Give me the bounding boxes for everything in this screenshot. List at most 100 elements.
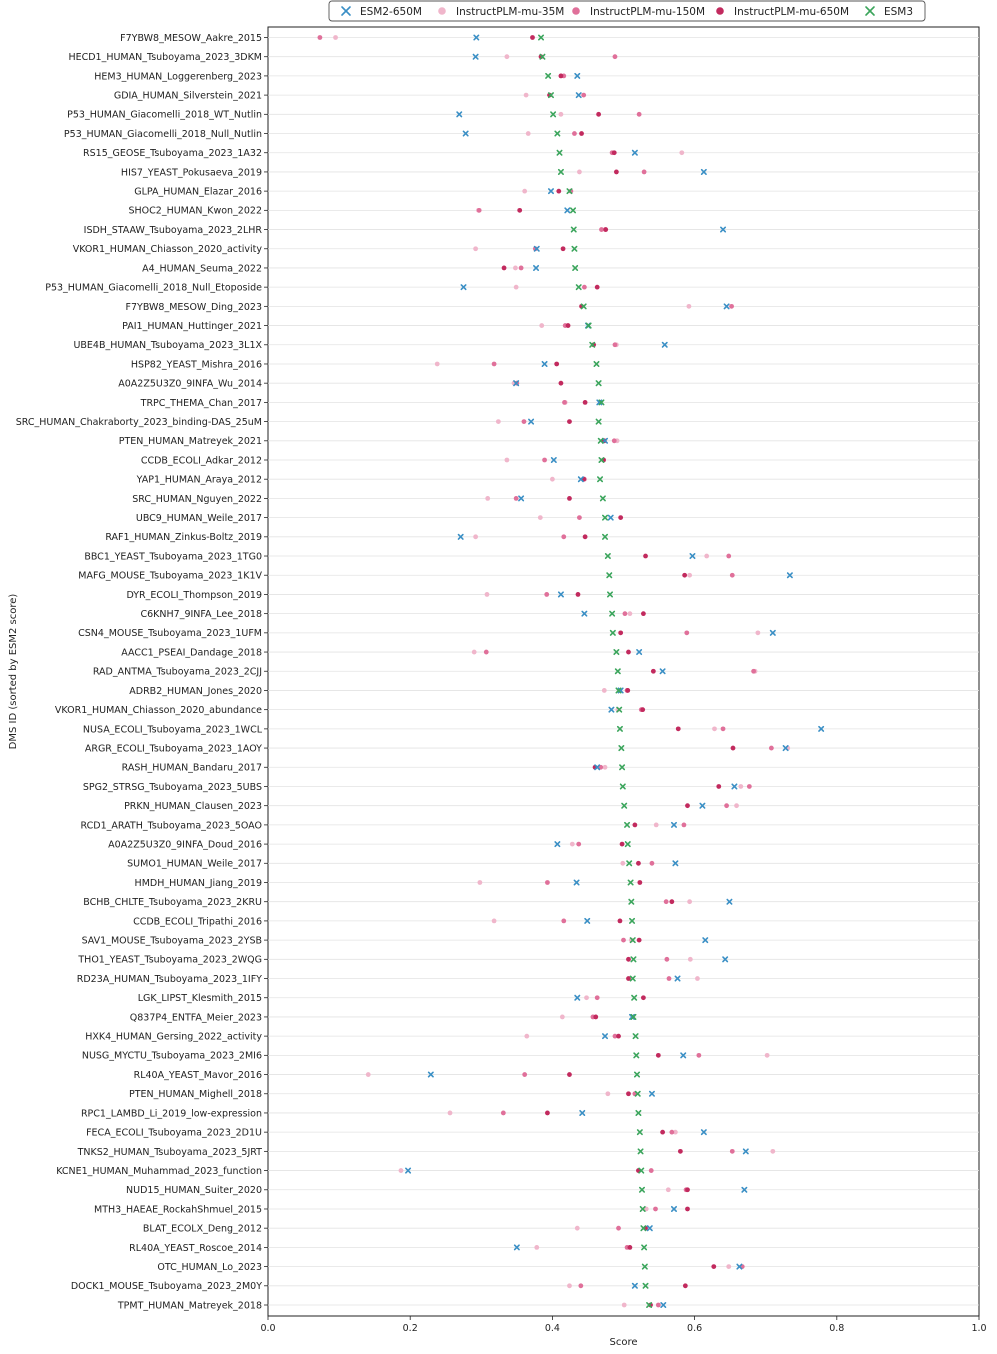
point-esm3	[619, 764, 626, 771]
y-tick-label: MTH3_HAEAE_RockahShmuel_2015	[94, 1204, 262, 1215]
point-esm3-stroke	[580, 303, 587, 310]
point-esm2-650m	[736, 1263, 743, 1270]
point-esm3	[630, 956, 637, 963]
point-instructplm-mu-35m	[755, 630, 761, 636]
y-tick-label: ISDH_STAAW_Tsuboyama_2023_2LHR	[84, 225, 263, 236]
point-esm3	[618, 745, 625, 752]
point-esm2-650m-stroke	[680, 1052, 687, 1059]
point-instructplm-mu-150m	[581, 92, 587, 98]
point-esm3-stroke	[630, 956, 637, 963]
point-esm3	[626, 860, 633, 867]
y-tick-label: P53_HUMAN_Giacomelli_2018_Null_Etoposide	[45, 283, 262, 294]
point-esm3-stroke	[630, 1013, 637, 1020]
point-esm2-650m-stroke	[472, 53, 479, 60]
point-instructplm-mu-150m	[616, 1225, 621, 1231]
point-esm3	[641, 1263, 648, 1270]
point-esm3	[630, 1013, 637, 1020]
point-instructplm-mu-650m	[560, 246, 566, 252]
point-esm3	[632, 1033, 639, 1040]
point-instructplm-mu-150m	[577, 515, 582, 521]
point-esm3-stroke	[597, 437, 604, 444]
point-esm2-650m-stroke	[700, 1129, 707, 1136]
point-esm2-650m	[648, 1090, 655, 1097]
y-tick-label: A0A2Z5U3Z0_9INFA_Doud_2016	[108, 839, 262, 850]
point-esm3-stroke	[638, 1186, 645, 1193]
point-instructplm-mu-150m	[611, 438, 617, 444]
point-esm2-650m-stroke	[518, 495, 525, 502]
point-instructplm-mu-650m	[517, 207, 523, 213]
point-instructplm-mu-35m	[687, 572, 693, 578]
y-tick-label: RS15_GEOSE_Tsuboyama_2023_1A32	[83, 148, 262, 159]
point-instructplm-mu-35m	[621, 1302, 627, 1308]
y-tick-label: SRC_HUMAN_Chakraborty_2023_binding-DAS_2…	[16, 417, 262, 428]
point-esm3	[539, 53, 546, 60]
y-tick-label: SAV1_MOUSE_Tsuboyama_2023_2YSB	[82, 936, 262, 947]
legend: ESM2-650M InstructPLM-mu-35M InstructPLM-m…	[328, 0, 926, 22]
point-esm3	[545, 72, 552, 79]
y-tick-label: A0A2Z5U3Z0_9INFA_Wu_2014	[118, 379, 262, 390]
point-instructplm-mu-150m	[612, 342, 618, 348]
point-esm2-650m	[680, 1052, 687, 1059]
point-esm3-stroke	[570, 226, 577, 233]
point-instructplm-mu-150m	[655, 1302, 661, 1308]
point-esm2-650m-stroke	[631, 149, 638, 156]
point-esm3	[614, 668, 621, 675]
point-instructplm-mu-150m	[522, 1072, 528, 1077]
point-esm2-650m-stroke	[557, 591, 564, 598]
point-esm3	[621, 802, 628, 809]
y-tick-label: TNKS2_HUMAN_Tsuboyama_2023_5JRT	[77, 1147, 263, 1158]
point-esm2-650m	[782, 745, 789, 752]
y-tick-label: HECD1_HUMAN_Tsuboyama_2023_3DKM	[68, 52, 262, 63]
point-esm2-650m-stroke	[672, 860, 679, 867]
point-esm3	[638, 1167, 645, 1174]
point-esm3-stroke	[597, 476, 604, 483]
point-esm2-650m-stroke	[659, 668, 666, 675]
point-esm2-650m-stroke	[769, 629, 776, 636]
point-instructplm-mu-650m	[675, 726, 681, 732]
point-esm3-stroke	[629, 937, 636, 944]
point-instructplm-mu-650m	[677, 1148, 683, 1154]
point-esm3-stroke	[606, 572, 613, 579]
point-esm3	[595, 380, 602, 387]
point-instructplm-mu-35m	[627, 611, 633, 617]
point-instructplm-mu-650m	[617, 918, 623, 924]
point-esm3	[613, 649, 620, 656]
point-instructplm-mu-35m	[471, 649, 477, 655]
point-esm2-650m-stroke	[456, 111, 463, 118]
y-tick-label: NUSG_MYCTU_Tsuboyama_2023_2MI6	[82, 1051, 262, 1062]
legend-marker-esm2-650m	[341, 6, 351, 16]
point-instructplm-mu-150m	[542, 457, 547, 463]
point-instructplm-mu-35m	[495, 419, 501, 424]
point-instructplm-mu-150m	[726, 553, 732, 559]
point-esm3-stroke	[616, 725, 623, 732]
point-esm2-650m-stroke	[579, 1109, 586, 1116]
point-esm2-650m-stroke	[722, 956, 729, 963]
y-tick-label: BLAT_ECOLX_Deng_2012	[143, 1224, 262, 1235]
point-esm3-stroke	[557, 168, 564, 175]
point-esm2-650m-stroke	[786, 572, 793, 579]
point-esm3-stroke	[626, 860, 633, 867]
point-instructplm-mu-150m	[729, 572, 735, 578]
point-instructplm-mu-35m	[569, 841, 575, 847]
point-esm3-stroke	[631, 994, 638, 1001]
point-instructplm-mu-650m	[556, 188, 562, 194]
point-esm2-650m	[460, 284, 467, 291]
point-instructplm-mu-150m	[576, 841, 582, 847]
point-esm3-stroke	[539, 53, 546, 60]
point-esm2-650m-stroke	[554, 841, 561, 848]
point-esm2-650m-stroke	[462, 130, 469, 137]
point-instructplm-mu-150m	[561, 918, 567, 924]
point-esm2-650m	[636, 649, 643, 656]
point-esm3	[589, 341, 596, 348]
y-tick-label: RL40A_YEAST_Roscoe_2014	[129, 1243, 262, 1254]
point-esm3	[639, 1205, 646, 1212]
point-instructplm-mu-650m	[579, 131, 584, 136]
point-instructplm-mu-35m	[704, 553, 710, 559]
point-esm3	[597, 476, 604, 483]
point-esm3	[629, 917, 636, 924]
point-instructplm-mu-35m	[539, 323, 545, 328]
point-esm3	[606, 591, 613, 598]
point-instructplm-mu-35m	[602, 764, 608, 770]
point-instructplm-mu-35m	[679, 150, 685, 156]
x-axis-label: Score	[609, 1337, 637, 1348]
